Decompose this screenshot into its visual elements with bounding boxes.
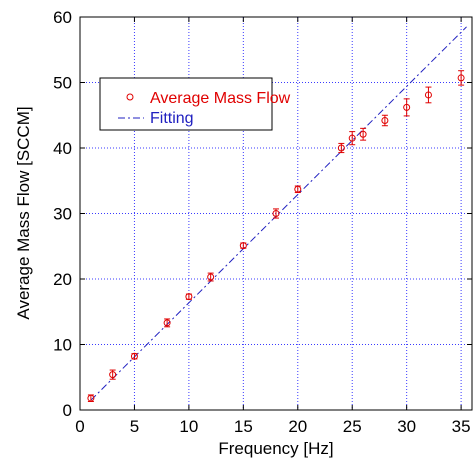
legend: Average Mass Flow Fitting (99, 77, 291, 131)
legend-label-fitting: Fitting (150, 110, 194, 127)
y-tick-label: 40 (53, 139, 72, 158)
data-marker (403, 103, 411, 111)
legend-label-mass-flow: Average Mass Flow (150, 90, 291, 107)
x-tick-label: 25 (343, 417, 362, 436)
y-tick-label: 0 (63, 401, 72, 420)
y-axis-title: Average Mass Flow [SCCM] (14, 106, 33, 319)
y-tick-label: 50 (53, 74, 72, 93)
data-marker (207, 273, 215, 281)
data-marker (381, 116, 389, 124)
data-point (109, 369, 117, 380)
x-tick-label: 0 (75, 417, 84, 436)
data-point (348, 131, 356, 146)
x-axis-title: Frequency [Hz] (218, 439, 333, 458)
data-point (381, 114, 389, 127)
data-marker (163, 319, 171, 327)
x-axis-ticks: 0 5 10 15 20 25 30 35 (75, 17, 471, 436)
data-marker (457, 74, 465, 82)
data-point (272, 208, 280, 219)
data-point (185, 293, 193, 301)
fitting-series (90, 26, 467, 401)
x-tick-label: 5 (130, 417, 139, 436)
data-marker (337, 144, 345, 152)
data-point (457, 70, 465, 86)
y-tick-label: 10 (53, 336, 72, 355)
x-tick-label: 15 (234, 417, 253, 436)
data-point (403, 98, 411, 117)
x-tick-label: 30 (397, 417, 416, 436)
fitting-line (90, 26, 467, 401)
data-marker (348, 134, 356, 142)
legend-marker-mass-flow (126, 93, 134, 101)
y-axis-ticks: 0 10 20 30 40 50 60 (53, 8, 472, 420)
data-marker (294, 185, 302, 193)
data-point (239, 242, 247, 250)
x-tick-label: 35 (452, 417, 471, 436)
y-tick-label: 20 (53, 270, 72, 289)
data-marker (424, 91, 432, 99)
data-marker (239, 242, 247, 250)
y-tick-label: 30 (53, 205, 72, 224)
data-marker (272, 210, 280, 217)
data-point (130, 352, 138, 360)
x-tick-label: 10 (179, 417, 198, 436)
data-point (87, 394, 95, 402)
data-point (163, 318, 171, 328)
x-tick-label: 20 (288, 417, 307, 436)
data-marker (359, 130, 367, 138)
y-tick-label: 60 (53, 8, 72, 27)
data-point (294, 185, 302, 194)
legend-box (99, 77, 273, 131)
data-marker (185, 293, 193, 301)
data-point (359, 127, 367, 141)
data-point (207, 272, 215, 282)
data-marker (87, 394, 95, 402)
data-point (424, 86, 432, 104)
data-point (337, 142, 345, 154)
data-marker (130, 352, 138, 360)
data-marker (109, 371, 117, 379)
mass-flow-series (87, 70, 465, 402)
